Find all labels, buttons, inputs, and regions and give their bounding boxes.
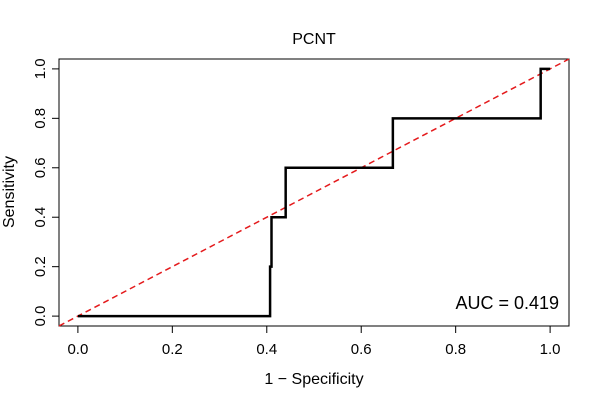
y-tick-label: 0.2 xyxy=(32,256,49,277)
y-axis-label: Sensitivity xyxy=(1,156,18,228)
plot-frame xyxy=(58,58,570,327)
auc-annotation: AUC = 0.419 xyxy=(455,293,559,313)
x-tick-label: 0.0 xyxy=(67,341,88,358)
y-tick-label: 0.8 xyxy=(32,108,49,129)
x-tick-label: 0.8 xyxy=(445,341,466,358)
chart-title: PCNT xyxy=(292,31,336,48)
x-axis-label: 1 − Specificity xyxy=(264,371,363,388)
x-tick-label: 0.4 xyxy=(256,341,277,358)
x-axis: 0.0 0.2 0.4 0.6 0.8 1.0 xyxy=(67,325,561,358)
x-tick-label: 1.0 xyxy=(540,341,561,358)
y-tick-label: 0.0 xyxy=(32,306,49,327)
series-layer xyxy=(58,58,570,327)
y-tick-label: 0.4 xyxy=(32,207,49,228)
y-tick-label: 0.6 xyxy=(32,157,49,178)
x-tick-label: 0.2 xyxy=(162,341,183,358)
reference-diagonal-line xyxy=(58,58,570,327)
x-tick-label: 0.6 xyxy=(351,341,372,358)
y-axis: 0.0 0.2 0.4 0.6 0.8 1.0 xyxy=(32,58,60,327)
roc-curve-line xyxy=(77,67,551,318)
y-tick-label: 1.0 xyxy=(32,58,49,79)
